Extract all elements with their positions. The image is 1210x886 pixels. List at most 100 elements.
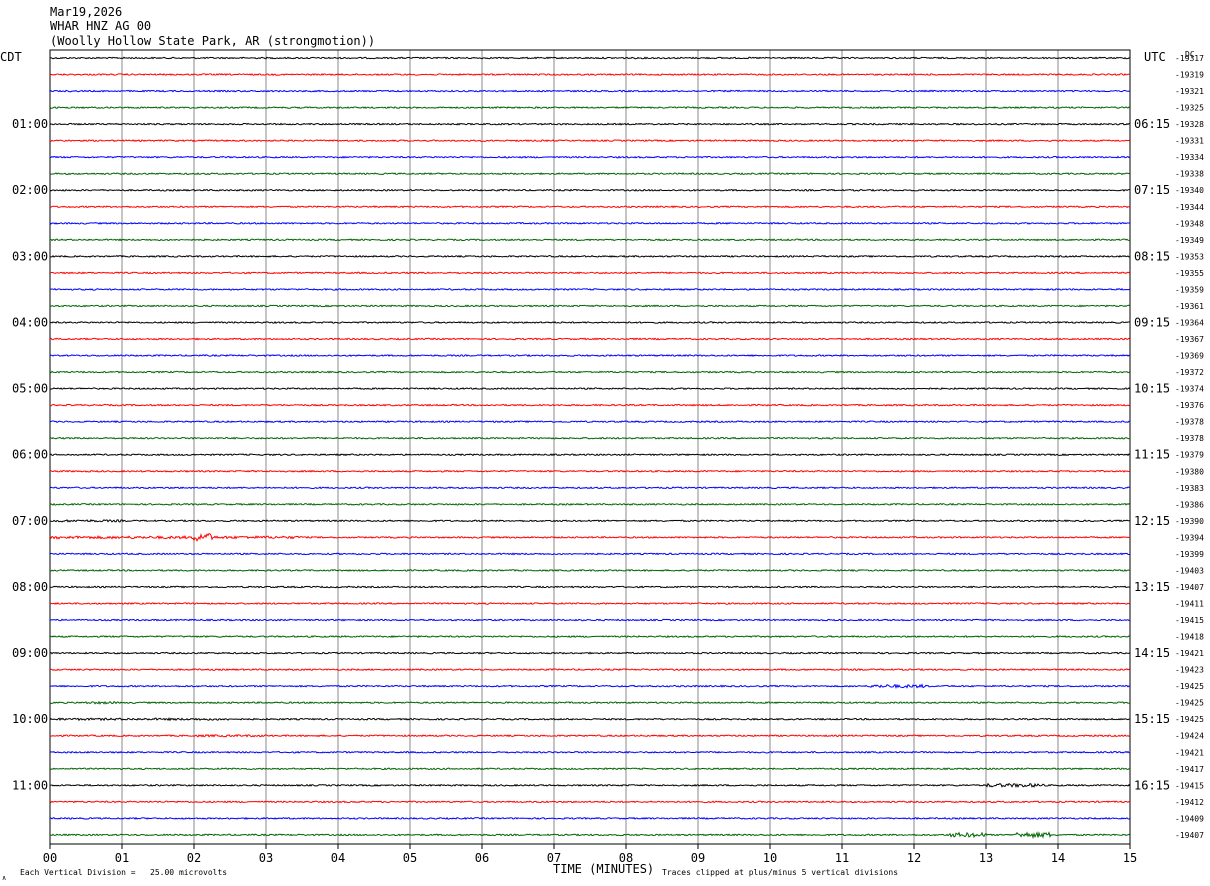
- dc-offset-label: -19380: [1175, 467, 1204, 476]
- utc-hour-label: 08:15: [1134, 249, 1170, 263]
- dc-offset-label: -19425: [1175, 715, 1204, 724]
- location-label: (Woolly Hollow State Park, AR (strongmot…: [50, 34, 375, 48]
- trace-40: [49, 700, 1131, 705]
- time-grid: [121, 50, 1059, 844]
- dc-offset-label: -19390: [1175, 517, 1204, 526]
- dc-offset-label: -19407: [1175, 831, 1204, 840]
- x-tick-label: 00: [43, 851, 57, 865]
- vertical-division-note: Each Vertical Division = 25.00 microvolt…: [20, 868, 227, 877]
- utc-hour-labels: 06:15 07:15 08:15 09:15 10:15 11:15 12:15 13:15…: [1134, 117, 1170, 792]
- dc-offset-label: -19374: [1175, 385, 1204, 394]
- dc-offset-label: -19378: [1175, 434, 1204, 443]
- x-tick-label: 06: [475, 851, 489, 865]
- trace-42: [49, 733, 1131, 738]
- dc-offset-label: -19367: [1175, 335, 1204, 344]
- trace-47: [49, 816, 1131, 820]
- trace-5: [49, 122, 1131, 126]
- dc-offset-label: -19386: [1175, 500, 1204, 509]
- trace-33: [49, 585, 1131, 589]
- cdt-hour-label: 04:00: [12, 315, 48, 329]
- x-tick-label: 11: [835, 851, 849, 865]
- x-tick-label: 05: [403, 851, 417, 865]
- trace-26: [49, 469, 1131, 473]
- dc-offset-label: -19425: [1175, 699, 1204, 708]
- dc-offset-label: -19383: [1175, 484, 1204, 493]
- dc-offset-label: -19424: [1175, 732, 1204, 741]
- dc-offset-label: -19348: [1175, 219, 1204, 228]
- utc-hour-label: 11:15: [1134, 448, 1170, 462]
- trace-22: [49, 403, 1131, 407]
- trace-32: [49, 568, 1131, 573]
- cdt-hour-label: 03:00: [12, 249, 48, 263]
- utc-hour-label: 16:15: [1134, 778, 1170, 792]
- trace-34: [49, 602, 1131, 605]
- dc-offset-label: -19355: [1175, 269, 1204, 278]
- dc-offset-label: -19412: [1175, 798, 1204, 807]
- trace-4: [49, 106, 1131, 110]
- trace-46: [49, 800, 1131, 804]
- dc-offset-labels: -19317 -19319 -19321 -19325 -19328 -19331 -193…: [1175, 54, 1204, 840]
- dc-offset-label: -19353: [1175, 252, 1204, 261]
- trace-7: [49, 155, 1131, 159]
- trace-18: [49, 337, 1131, 341]
- dc-offset-label: -19421: [1175, 649, 1204, 658]
- right-zone-label: UTC: [1144, 50, 1166, 64]
- dc-offset-label: -19411: [1175, 599, 1204, 608]
- x-tick-label: 15: [1123, 851, 1137, 865]
- trace-23: [49, 420, 1131, 424]
- trace-45: [49, 782, 1131, 788]
- dc-offset-label: -19403: [1175, 566, 1204, 575]
- dc-offset-label: -19321: [1175, 87, 1204, 96]
- trace-16: [49, 304, 1131, 308]
- trace-2: [49, 73, 1131, 77]
- x-tick-label: 12: [907, 851, 921, 865]
- trace-35: [49, 618, 1131, 622]
- trace-17: [49, 320, 1131, 324]
- dc-offset-label: -19344: [1175, 203, 1204, 212]
- dc-offset-label: -19359: [1175, 285, 1204, 294]
- trace-3: [49, 89, 1131, 93]
- trace-12: [49, 238, 1131, 242]
- cdt-hour-label: 01:00: [12, 117, 48, 131]
- dc-offset-label: -19423: [1175, 666, 1204, 675]
- x-axis-ticks: 00 01 02 03 04 05 06 07 08 09 10 11 12 13 14 15: [43, 844, 1137, 865]
- utc-hour-label: 12:15: [1134, 514, 1170, 528]
- dc-offset-label: -19349: [1175, 236, 1204, 245]
- corner-mark: ∧: [2, 874, 6, 882]
- utc-hour-label: 10:15: [1134, 382, 1170, 396]
- utc-hour-label: 15:15: [1134, 712, 1170, 726]
- trace-8: [49, 172, 1131, 176]
- dc-offset-label: -19376: [1175, 401, 1204, 410]
- station-label: WHAR HNZ AG 00: [50, 19, 151, 33]
- x-tick-label: 08: [619, 851, 633, 865]
- cdt-hour-label: 06:00: [12, 448, 48, 462]
- plot-frame: [49, 49, 1131, 845]
- dc-offset-label: -19415: [1175, 616, 1204, 625]
- trace-28: [49, 502, 1131, 506]
- utc-hour-label: 14:15: [1134, 646, 1170, 660]
- dc-offset-label: -19399: [1175, 550, 1204, 559]
- utc-hour-label: 07:15: [1134, 183, 1170, 197]
- trace-1: [49, 56, 1131, 60]
- x-axis-label: TIME (MINUTES): [553, 862, 654, 876]
- trace-10: [49, 205, 1131, 209]
- dc-offset-label: -19334: [1175, 153, 1204, 162]
- dc-offset-label: -19372: [1175, 368, 1204, 377]
- dc-offset-label: -19319: [1175, 71, 1204, 80]
- x-tick-label: 07: [547, 851, 561, 865]
- trace-9: [49, 188, 1130, 192]
- dc-label: DC: [1185, 50, 1195, 59]
- x-tick-label: 04: [331, 851, 345, 865]
- dc-offset-label: -19407: [1175, 583, 1204, 592]
- cdt-hour-label: 10:00: [12, 712, 48, 726]
- dc-offset-label: -19409: [1175, 814, 1204, 823]
- x-tick-label: 03: [259, 851, 273, 865]
- x-tick-label: 10: [763, 851, 777, 865]
- utc-hour-label: 13:15: [1134, 580, 1170, 594]
- dc-offset-label: -19331: [1175, 137, 1204, 146]
- header: Mar19,2026 WHAR HNZ AG 00 (Woolly Hollow…: [50, 5, 375, 48]
- dc-offset-label: -19417: [1175, 765, 1204, 774]
- dc-offset-label: -19369: [1175, 352, 1204, 361]
- clip-note: Traces clipped at plus/minus 5 vertical …: [662, 868, 898, 877]
